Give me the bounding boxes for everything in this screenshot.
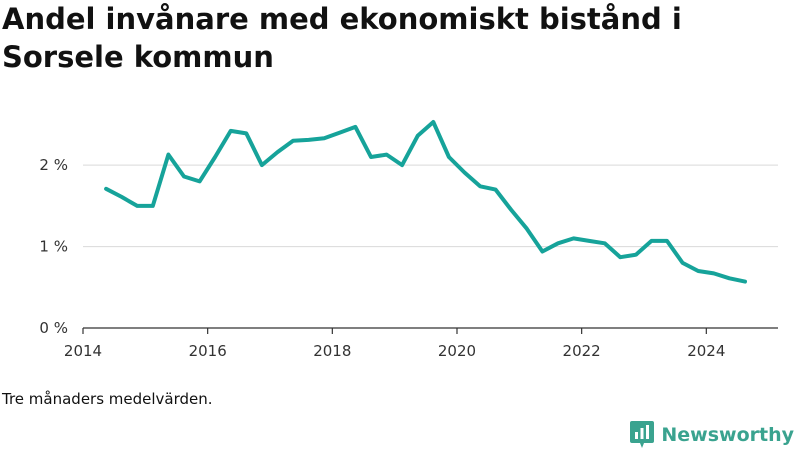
y-tick-label: 1 % bbox=[39, 238, 68, 256]
y-tick-label: 2 % bbox=[39, 156, 68, 174]
chart-note: Tre månaders medelvärden. bbox=[2, 390, 213, 408]
y-tick-label: 0 % bbox=[39, 319, 68, 337]
x-tick-label: 2024 bbox=[687, 342, 725, 360]
x-tick-label: 2020 bbox=[438, 342, 476, 360]
x-tick-label: 2014 bbox=[64, 342, 102, 360]
bar-chart-badge-icon bbox=[630, 421, 655, 448]
x-tick-label: 2018 bbox=[313, 342, 351, 360]
line-chart: 0 % 1 % 2 % 2014 2016 2018 2020 2022 2024 bbox=[39, 120, 778, 360]
brand-name: Newsworthy bbox=[661, 424, 794, 446]
x-tick-label: 2022 bbox=[563, 342, 601, 360]
chart-title: Andel invånare med ekonomiskt bistånd i … bbox=[2, 2, 682, 74]
newsworthy-logo: Newsworthy bbox=[629, 420, 794, 450]
x-tick-label: 2016 bbox=[189, 342, 227, 360]
series-line bbox=[104, 120, 747, 284]
